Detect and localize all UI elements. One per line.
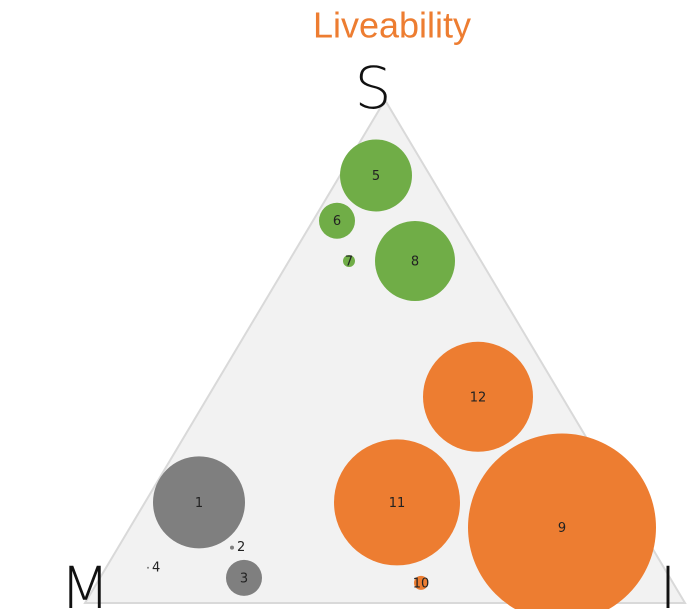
bubble xyxy=(147,566,149,569)
bubble xyxy=(230,545,234,550)
bubble xyxy=(375,220,455,301)
bubble xyxy=(226,559,262,596)
bubble xyxy=(153,456,245,549)
point-label: 1 xyxy=(195,496,203,511)
bubble xyxy=(343,254,355,267)
bubble xyxy=(468,433,656,609)
vertex-label: S xyxy=(355,54,392,122)
point-label: 12 xyxy=(470,390,487,405)
point-label: 8 xyxy=(411,254,419,269)
bubble xyxy=(334,439,460,566)
point-label: 9 xyxy=(558,521,566,536)
point-label: 4 xyxy=(152,560,160,575)
point-label: 3 xyxy=(240,571,248,586)
vertex-label: I xyxy=(659,554,676,609)
bubble xyxy=(319,202,355,239)
point-label: 10 xyxy=(413,576,430,591)
vertex-label: M xyxy=(60,554,110,609)
point-label: 11 xyxy=(389,496,406,511)
bubble xyxy=(414,575,428,590)
point-label: 7 xyxy=(345,254,353,269)
point-label: 5 xyxy=(372,169,380,184)
point-label: 6 xyxy=(333,214,341,229)
bubble xyxy=(423,341,533,452)
point-label: 2 xyxy=(237,540,245,555)
bubble xyxy=(340,139,412,212)
chart-title: Liveability xyxy=(313,5,471,46)
